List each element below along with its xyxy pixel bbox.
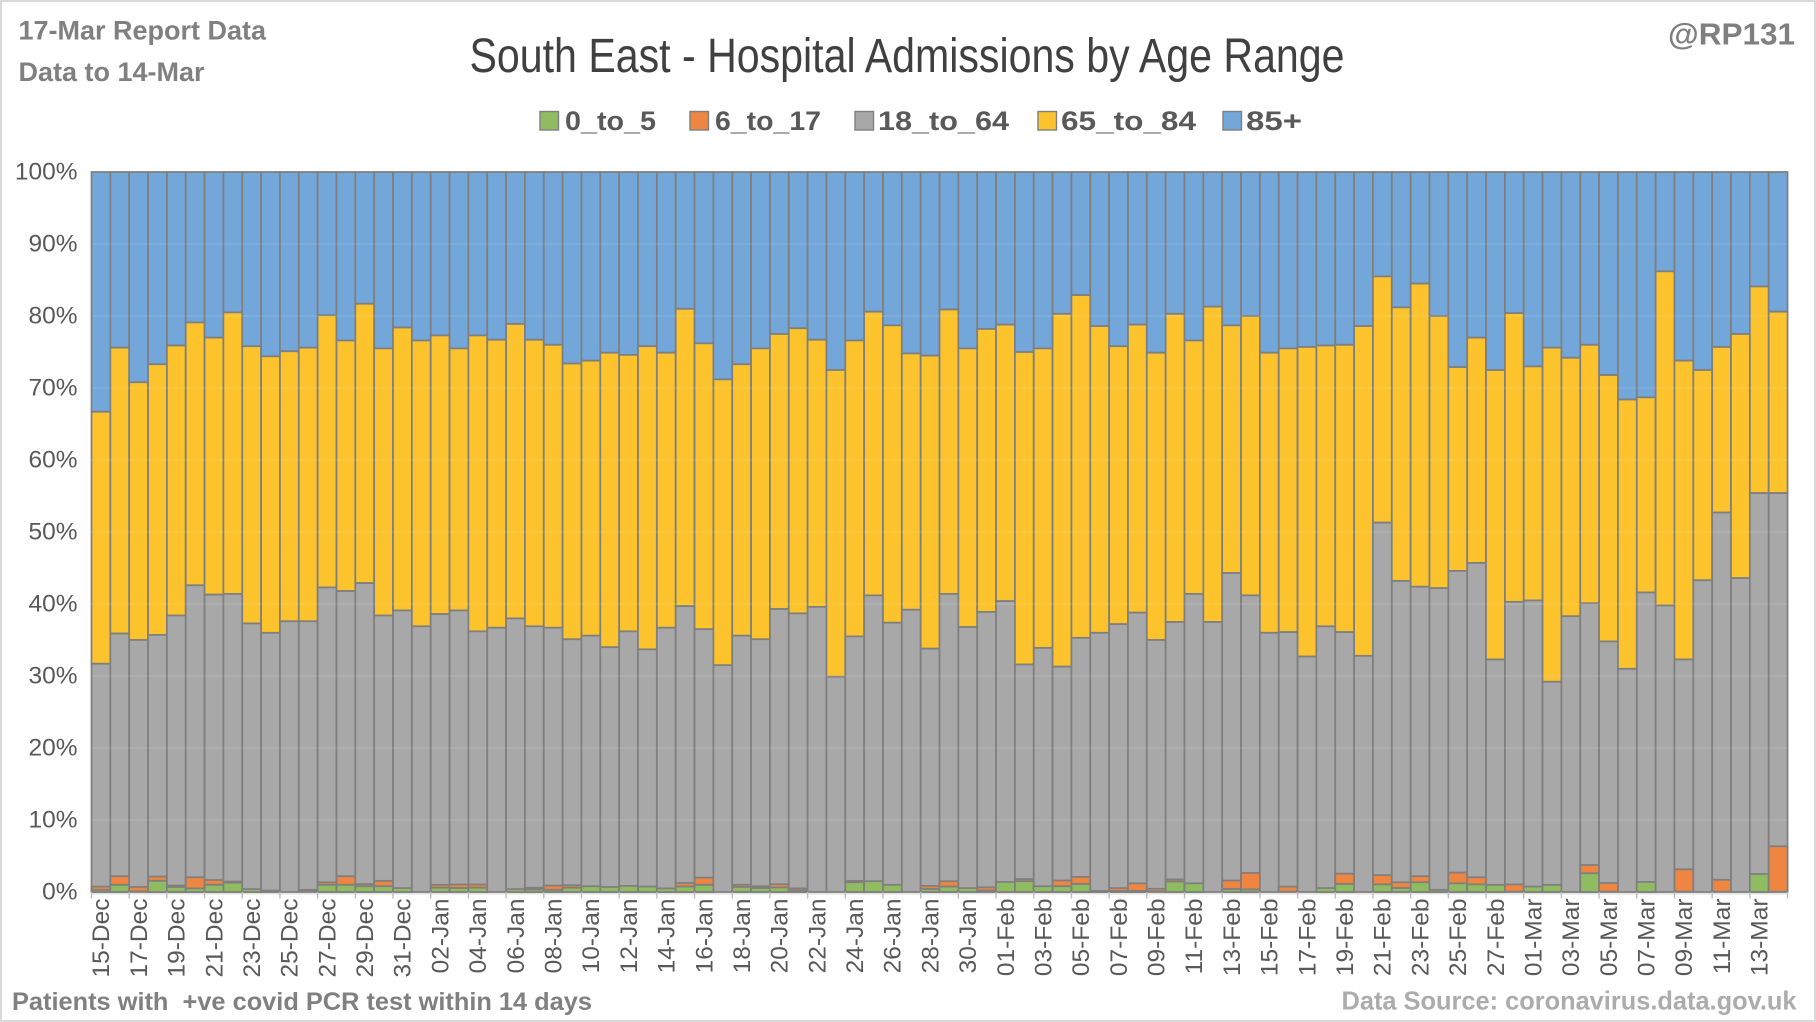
- svg-text:10-Jan: 10-Jan: [578, 899, 605, 974]
- svg-text:21-Feb: 21-Feb: [1370, 899, 1397, 977]
- svg-text:28-Jan: 28-Jan: [917, 899, 944, 974]
- svg-text:07-Feb: 07-Feb: [1106, 899, 1133, 977]
- svg-text:65_to_84: 65_to_84: [1061, 106, 1196, 136]
- svg-text:70%: 70%: [28, 375, 77, 402]
- svg-text:80%: 80%: [28, 303, 77, 330]
- svg-text:18-Jan: 18-Jan: [729, 899, 756, 974]
- svg-text:20%: 20%: [28, 735, 77, 762]
- svg-text:24-Jan: 24-Jan: [842, 899, 869, 974]
- svg-text:23-Feb: 23-Feb: [1407, 899, 1434, 977]
- svg-text:19-Feb: 19-Feb: [1332, 899, 1359, 977]
- svg-text:07-Mar: 07-Mar: [1634, 899, 1661, 977]
- svg-text:6_to_17: 6_to_17: [715, 106, 821, 136]
- svg-text:90%: 90%: [28, 231, 77, 258]
- svg-text:13-Mar: 13-Mar: [1747, 899, 1774, 977]
- svg-text:22-Jan: 22-Jan: [804, 899, 831, 974]
- svg-text:50%: 50%: [28, 519, 77, 546]
- svg-text:15-Dec: 15-Dec: [88, 899, 115, 978]
- svg-text:08-Jan: 08-Jan: [541, 899, 568, 974]
- svg-text:100%: 100%: [15, 159, 78, 186]
- svg-text:12-Jan: 12-Jan: [616, 899, 643, 974]
- svg-text:South East - Hospital Admissio: South East - Hospital Admissions by Age …: [470, 30, 1345, 83]
- svg-text:10%: 10%: [28, 807, 77, 834]
- svg-text:26-Jan: 26-Jan: [880, 899, 907, 974]
- svg-text:85+: 85+: [1246, 106, 1302, 136]
- svg-text:17-Feb: 17-Feb: [1294, 899, 1321, 977]
- svg-text:05-Mar: 05-Mar: [1596, 899, 1623, 977]
- svg-text:04-Jan: 04-Jan: [465, 899, 492, 974]
- svg-text:06-Jan: 06-Jan: [503, 899, 530, 974]
- svg-text:16-Jan: 16-Jan: [691, 899, 718, 974]
- svg-text:27-Feb: 27-Feb: [1483, 899, 1510, 977]
- svg-text:11-Mar: 11-Mar: [1709, 899, 1736, 975]
- svg-text:14-Jan: 14-Jan: [654, 899, 681, 974]
- svg-text:29-Dec: 29-Dec: [352, 899, 379, 978]
- svg-text:25-Dec: 25-Dec: [277, 899, 304, 978]
- svg-text:Data to 14-Mar: Data to 14-Mar: [19, 57, 206, 87]
- svg-text:31-Dec: 31-Dec: [390, 899, 417, 978]
- svg-text:30-Jan: 30-Jan: [955, 899, 982, 974]
- svg-text:09-Mar: 09-Mar: [1671, 899, 1698, 977]
- svg-text:03-Feb: 03-Feb: [1031, 899, 1058, 977]
- svg-text:0_to_5: 0_to_5: [565, 106, 656, 136]
- svg-text:18_to_64: 18_to_64: [878, 106, 1009, 136]
- svg-text:17-Mar Report Data: 17-Mar Report Data: [19, 16, 268, 46]
- svg-text:09-Feb: 09-Feb: [1144, 899, 1171, 977]
- svg-text:01-Mar: 01-Mar: [1520, 899, 1547, 977]
- svg-text:Data Source: coronavirus.data.: Data Source: coronavirus.data.gov.uk: [1342, 986, 1798, 1016]
- svg-text:@RP131: @RP131: [1668, 17, 1795, 52]
- svg-text:17-Dec: 17-Dec: [126, 899, 153, 978]
- svg-text:19-Dec: 19-Dec: [164, 899, 191, 978]
- svg-text:11-Feb: 11-Feb: [1181, 899, 1208, 975]
- svg-text:0%: 0%: [42, 879, 77, 906]
- svg-text:27-Dec: 27-Dec: [314, 899, 341, 978]
- svg-text:02-Jan: 02-Jan: [427, 899, 454, 974]
- svg-text:01-Feb: 01-Feb: [993, 899, 1020, 977]
- svg-text:05-Feb: 05-Feb: [1068, 899, 1095, 977]
- svg-text:23-Dec: 23-Dec: [239, 899, 266, 978]
- svg-text:30%: 30%: [28, 663, 77, 690]
- svg-text:Patients with +ve covid PCR t: Patients with +ve covid PCR test within …: [12, 988, 592, 1016]
- svg-text:40%: 40%: [28, 591, 77, 618]
- svg-text:03-Mar: 03-Mar: [1558, 899, 1585, 977]
- svg-text:25-Feb: 25-Feb: [1445, 899, 1472, 977]
- svg-text:13-Feb: 13-Feb: [1219, 899, 1246, 977]
- svg-text:20-Jan: 20-Jan: [767, 899, 794, 974]
- svg-text:15-Feb: 15-Feb: [1257, 899, 1284, 977]
- svg-text:21-Dec: 21-Dec: [201, 899, 228, 978]
- svg-text:60%: 60%: [28, 447, 77, 474]
